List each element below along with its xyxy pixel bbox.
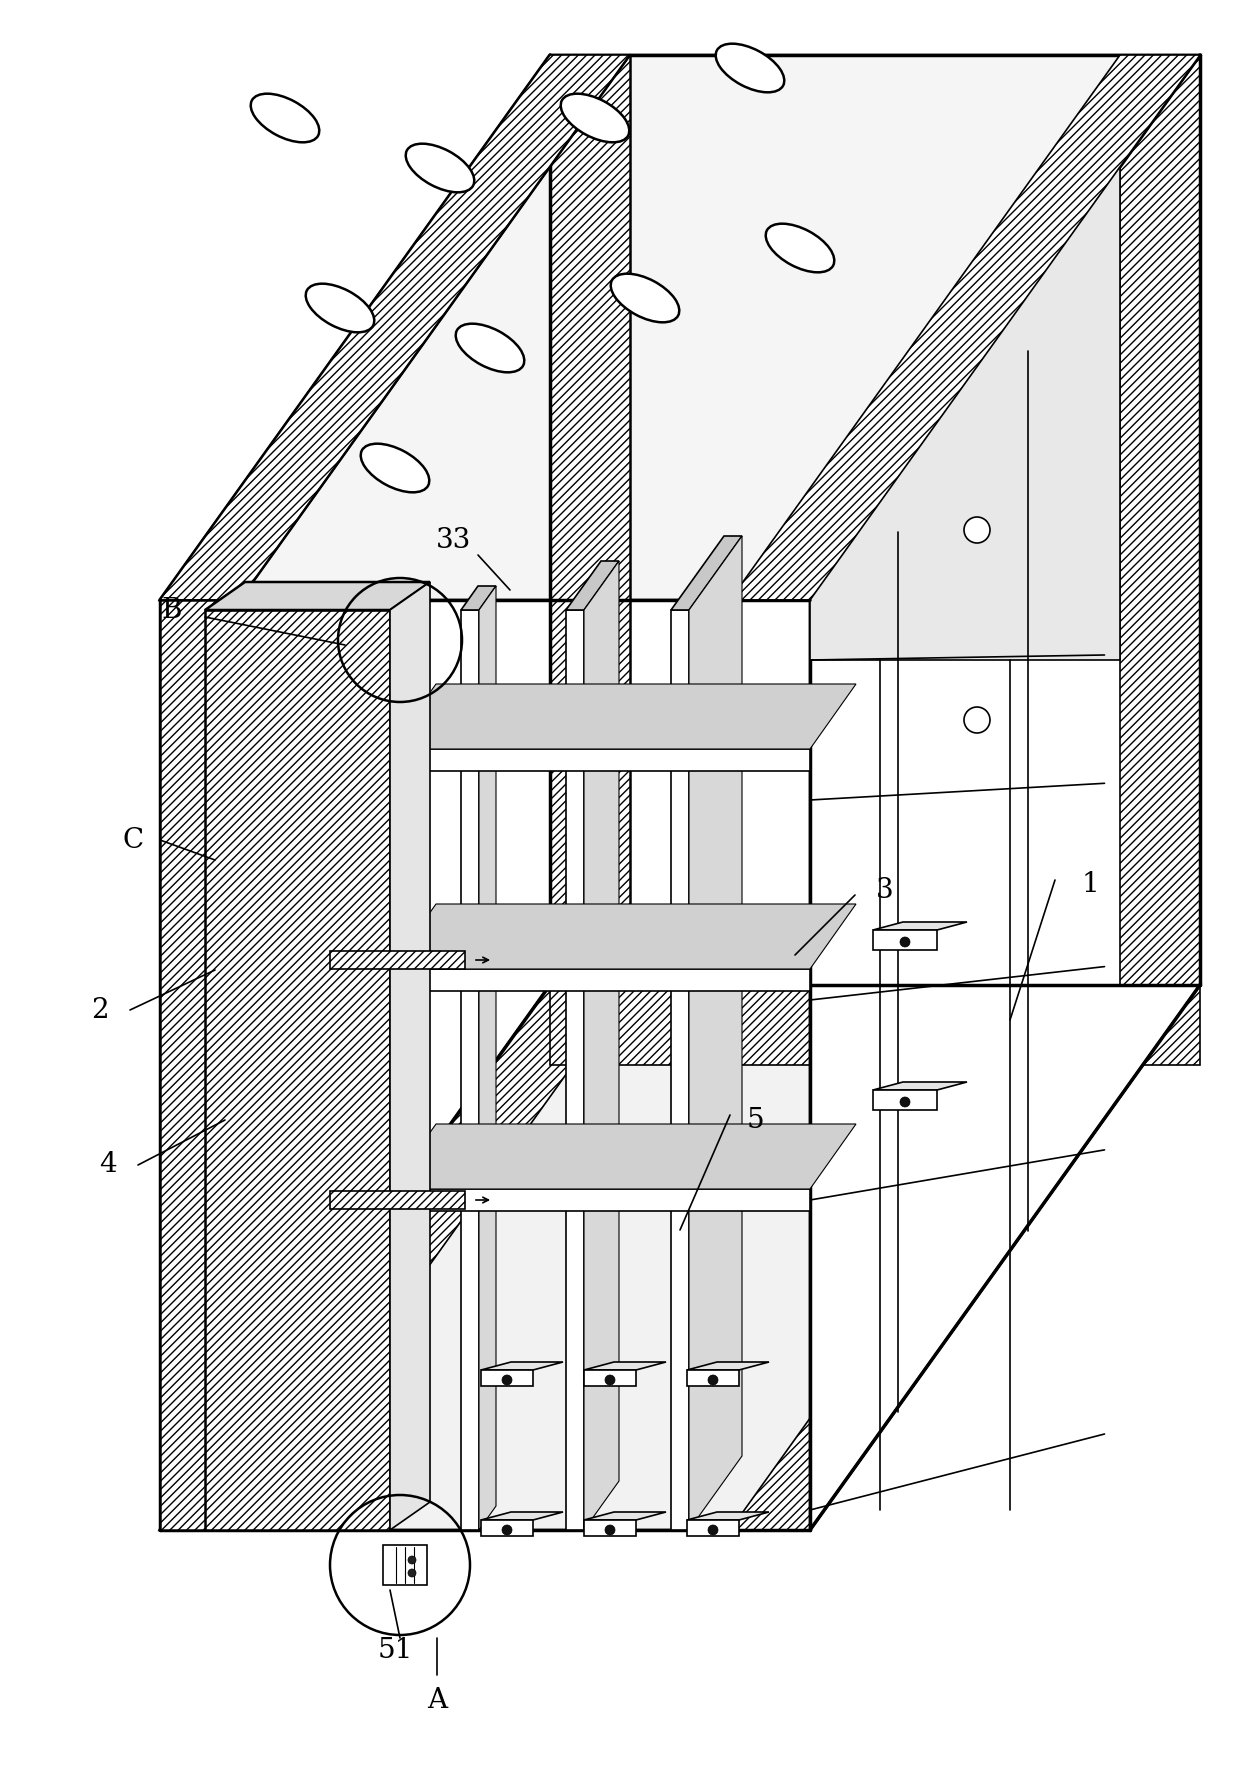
Circle shape: [708, 1525, 718, 1536]
Polygon shape: [391, 749, 810, 771]
Polygon shape: [565, 610, 584, 1531]
Polygon shape: [730, 985, 1200, 1531]
Text: 2: 2: [92, 996, 109, 1023]
Polygon shape: [1120, 55, 1200, 985]
Polygon shape: [383, 1545, 427, 1584]
Ellipse shape: [611, 274, 680, 322]
Polygon shape: [481, 1362, 563, 1370]
Polygon shape: [391, 1189, 810, 1210]
Polygon shape: [584, 1370, 636, 1386]
Text: A: A: [427, 1686, 448, 1713]
Polygon shape: [565, 561, 619, 610]
Polygon shape: [873, 930, 937, 949]
Circle shape: [502, 1525, 512, 1536]
Text: 51: 51: [377, 1636, 413, 1663]
Ellipse shape: [361, 443, 429, 492]
Polygon shape: [671, 610, 689, 1531]
Text: 4: 4: [99, 1151, 117, 1178]
Ellipse shape: [715, 43, 784, 93]
Polygon shape: [687, 1370, 739, 1386]
Polygon shape: [330, 951, 465, 969]
Polygon shape: [160, 601, 241, 1531]
Polygon shape: [873, 923, 967, 930]
Ellipse shape: [456, 324, 525, 372]
Ellipse shape: [766, 224, 835, 272]
Polygon shape: [481, 1513, 563, 1520]
Polygon shape: [810, 55, 1120, 660]
Polygon shape: [160, 985, 630, 1531]
Polygon shape: [671, 536, 742, 610]
Polygon shape: [391, 583, 430, 1531]
Circle shape: [900, 937, 910, 948]
Circle shape: [605, 1375, 615, 1386]
Text: B: B: [161, 597, 182, 624]
Polygon shape: [687, 1520, 739, 1536]
Polygon shape: [391, 905, 856, 969]
Polygon shape: [391, 685, 856, 749]
Polygon shape: [873, 1082, 967, 1091]
Circle shape: [408, 1556, 415, 1564]
Text: 33: 33: [435, 526, 471, 554]
Polygon shape: [687, 1513, 769, 1520]
Circle shape: [963, 706, 990, 733]
Polygon shape: [205, 583, 430, 610]
Polygon shape: [160, 55, 1200, 601]
Circle shape: [408, 1570, 415, 1577]
Polygon shape: [330, 1191, 465, 1209]
Circle shape: [708, 1375, 718, 1386]
Polygon shape: [551, 985, 1200, 1066]
Polygon shape: [730, 55, 1200, 601]
Ellipse shape: [250, 93, 319, 143]
Polygon shape: [810, 55, 1200, 1531]
Circle shape: [502, 1375, 512, 1386]
Polygon shape: [584, 1362, 666, 1370]
Text: 5: 5: [746, 1107, 764, 1134]
Circle shape: [963, 517, 990, 544]
Polygon shape: [873, 1091, 937, 1110]
Polygon shape: [160, 55, 630, 601]
Polygon shape: [479, 586, 496, 1531]
Polygon shape: [551, 55, 630, 985]
Polygon shape: [461, 586, 496, 610]
Circle shape: [605, 1525, 615, 1536]
Polygon shape: [689, 536, 742, 1531]
Polygon shape: [205, 610, 391, 1531]
Ellipse shape: [405, 143, 474, 193]
Polygon shape: [584, 1513, 666, 1520]
Ellipse shape: [560, 93, 629, 143]
Polygon shape: [461, 610, 479, 1531]
Polygon shape: [481, 1370, 533, 1386]
Text: 1: 1: [1081, 871, 1099, 899]
Polygon shape: [391, 1125, 856, 1189]
Ellipse shape: [306, 284, 374, 333]
Polygon shape: [481, 1520, 533, 1536]
Text: C: C: [123, 826, 144, 853]
Circle shape: [900, 1098, 910, 1107]
Text: 3: 3: [877, 876, 894, 903]
Polygon shape: [584, 1520, 636, 1536]
Polygon shape: [584, 561, 619, 1531]
Polygon shape: [391, 969, 810, 991]
Polygon shape: [160, 985, 1200, 1531]
Polygon shape: [687, 1362, 769, 1370]
